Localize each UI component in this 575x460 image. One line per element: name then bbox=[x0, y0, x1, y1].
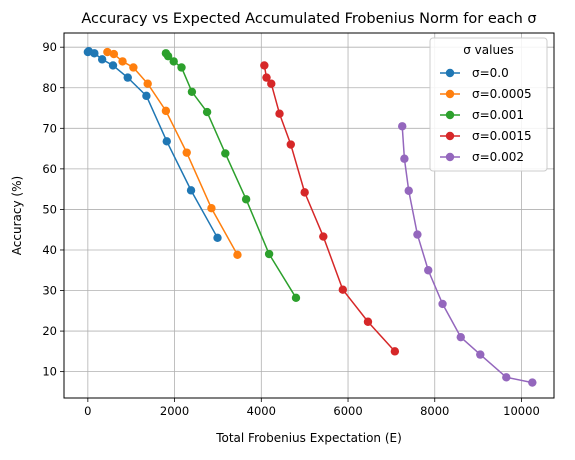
axes: 0 2000 4000 6000 8000 10000 10 20 30 40 50 60 70 80 90 bbox=[42, 40, 539, 418]
chart-title: Accuracy vs Expected Accumulated Frobeni… bbox=[81, 11, 536, 27]
data-point bbox=[241, 195, 251, 204]
series-4 bbox=[260, 61, 400, 356]
legend-marker bbox=[445, 68, 455, 78]
data-point bbox=[424, 266, 433, 275]
series-1 bbox=[83, 47, 222, 243]
series-line bbox=[401, 126, 533, 384]
data-point bbox=[233, 250, 242, 260]
series-2 bbox=[103, 47, 242, 260]
series-layer bbox=[83, 47, 537, 387]
legend-box bbox=[429, 37, 548, 172]
data-point bbox=[291, 293, 301, 303]
y-tick-label: 50 bbox=[42, 202, 57, 216]
plot-frame bbox=[63, 32, 555, 399]
y-tick-label: 60 bbox=[42, 162, 57, 176]
x-tick-label: 0 bbox=[84, 404, 91, 418]
data-point bbox=[177, 63, 186, 72]
data-point bbox=[207, 204, 216, 213]
data-point bbox=[363, 317, 373, 326]
data-point bbox=[438, 299, 447, 309]
legend-marker bbox=[445, 131, 455, 141]
data-point bbox=[90, 49, 99, 58]
data-point bbox=[267, 79, 276, 88]
data-point bbox=[143, 79, 152, 88]
series-5 bbox=[398, 122, 537, 387]
data-point bbox=[456, 332, 465, 342]
data-point bbox=[202, 107, 212, 117]
data-point bbox=[260, 61, 269, 70]
data-point bbox=[162, 137, 171, 146]
data-point bbox=[404, 186, 413, 195]
legend-item: σ=0.001 bbox=[440, 108, 524, 122]
legend-title: σ values bbox=[463, 43, 513, 57]
legend-label: σ=0.002 bbox=[472, 150, 524, 164]
data-point bbox=[213, 233, 222, 243]
legend: σ values σ=0.0 σ=0.0005 σ=0.001 σ=0.0015 σ=0.… bbox=[429, 37, 548, 172]
x-axis-label: Total Frobenius Expectation (E) bbox=[215, 431, 402, 445]
data-point bbox=[476, 350, 485, 359]
x-tick-label: 10000 bbox=[503, 404, 540, 418]
grid bbox=[64, 33, 554, 398]
data-point bbox=[108, 61, 118, 70]
legend-label: σ=0.001 bbox=[472, 108, 524, 122]
data-point bbox=[398, 122, 407, 131]
data-point bbox=[142, 91, 151, 101]
data-point bbox=[413, 230, 422, 239]
y-tick-label: 80 bbox=[42, 81, 57, 95]
x-tick-label: 8000 bbox=[420, 404, 449, 418]
legend-marker bbox=[445, 110, 455, 120]
data-point bbox=[163, 51, 173, 61]
data-point bbox=[275, 109, 284, 118]
data-point bbox=[262, 73, 271, 82]
data-point bbox=[286, 140, 295, 149]
x-tick-label: 6000 bbox=[333, 404, 362, 418]
data-point bbox=[187, 87, 197, 97]
data-point bbox=[221, 149, 230, 158]
x-tick-label: 2000 bbox=[160, 404, 189, 418]
data-point bbox=[264, 249, 274, 259]
y-tick-label: 40 bbox=[42, 243, 57, 257]
data-point bbox=[123, 73, 132, 82]
data-point bbox=[109, 49, 119, 59]
legend-label: σ=0.0015 bbox=[472, 129, 532, 143]
legend-item: σ=0.0 bbox=[440, 66, 509, 80]
y-tick-label: 10 bbox=[42, 365, 57, 379]
data-point bbox=[161, 106, 171, 116]
series-3 bbox=[161, 49, 301, 303]
y-tick-label: 20 bbox=[42, 324, 57, 338]
legend-marker bbox=[445, 89, 455, 99]
data-point bbox=[300, 188, 309, 197]
y-axis-label: Accuracy (%) bbox=[10, 176, 24, 255]
y-tick-label: 70 bbox=[42, 121, 57, 135]
data-point bbox=[528, 378, 537, 387]
legend-marker bbox=[445, 152, 455, 162]
data-point bbox=[169, 57, 178, 66]
data-point bbox=[182, 148, 191, 157]
data-point bbox=[400, 154, 409, 163]
legend-label: σ=0.0 bbox=[472, 66, 509, 80]
data-point bbox=[186, 186, 196, 195]
y-tick-label: 30 bbox=[42, 284, 57, 298]
data-point bbox=[319, 232, 328, 241]
data-point bbox=[390, 347, 400, 356]
x-tick-label: 4000 bbox=[247, 404, 276, 418]
data-point bbox=[118, 57, 127, 66]
legend-item: σ=0.0005 bbox=[440, 87, 532, 101]
legend-item: σ=0.0015 bbox=[440, 129, 532, 143]
data-point bbox=[338, 285, 348, 294]
legend-item: σ=0.002 bbox=[440, 150, 524, 164]
data-point bbox=[502, 373, 511, 382]
legend-label: σ=0.0005 bbox=[472, 87, 532, 101]
data-point bbox=[129, 63, 138, 72]
y-tick-label: 90 bbox=[42, 40, 57, 54]
data-point bbox=[97, 55, 107, 64]
data-point bbox=[103, 47, 112, 57]
